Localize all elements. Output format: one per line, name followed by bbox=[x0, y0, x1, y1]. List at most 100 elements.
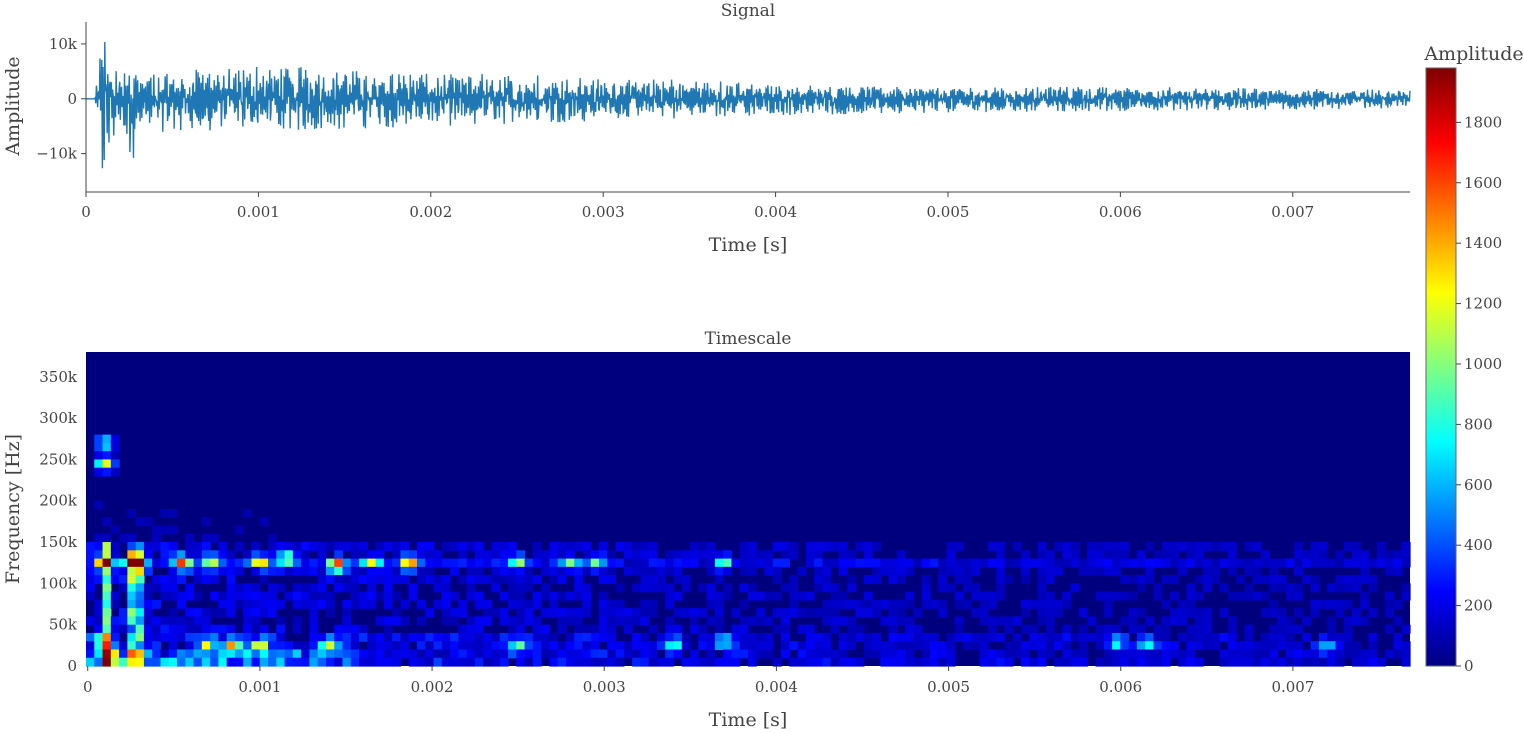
signal-y-tick-label: 0 bbox=[67, 90, 77, 108]
heatmap-cell bbox=[251, 583, 261, 593]
heatmap-cell bbox=[872, 566, 882, 576]
heatmap-cell bbox=[1343, 542, 1353, 551]
heatmap-cell bbox=[392, 558, 402, 568]
timescale-x-tick-label: 0.004 bbox=[755, 678, 798, 696]
heatmap-cell bbox=[599, 608, 608, 618]
heatmap-cell bbox=[764, 550, 774, 560]
heatmap-cell bbox=[739, 641, 749, 651]
heatmap-cell bbox=[516, 649, 526, 659]
heatmap-cell bbox=[301, 542, 311, 551]
heatmap-cell bbox=[218, 608, 228, 618]
heatmap-cell bbox=[102, 624, 112, 634]
heatmap-cell bbox=[1145, 632, 1155, 642]
heatmap-cell bbox=[243, 608, 253, 618]
heatmap-cell bbox=[896, 641, 906, 651]
heatmap-cell bbox=[532, 591, 542, 601]
heatmap-cell bbox=[1252, 566, 1262, 576]
heatmap-cell bbox=[450, 542, 459, 551]
heatmap-cell bbox=[325, 575, 335, 584]
heatmap-cell bbox=[797, 641, 807, 651]
heatmap-cell bbox=[350, 550, 360, 560]
heatmap-cell bbox=[450, 558, 459, 568]
heatmap-cell bbox=[847, 624, 857, 634]
heatmap-cell bbox=[152, 558, 162, 568]
heatmap-cell bbox=[706, 566, 716, 576]
heatmap-cell bbox=[1145, 558, 1155, 568]
heatmap-cell bbox=[1004, 657, 1014, 667]
heatmap-cell bbox=[524, 616, 534, 626]
heatmap-cell bbox=[946, 542, 956, 551]
heatmap-cell bbox=[855, 632, 865, 642]
heatmap-cell bbox=[1360, 575, 1370, 584]
heatmap-cell bbox=[193, 542, 203, 551]
heatmap-cell bbox=[756, 649, 766, 659]
heatmap-cell bbox=[963, 632, 973, 642]
heatmap-cell bbox=[226, 641, 236, 651]
heatmap-cell bbox=[656, 632, 666, 642]
heatmap-cell bbox=[342, 641, 352, 651]
heatmap-cell bbox=[1186, 657, 1196, 667]
heatmap-cell bbox=[268, 641, 277, 651]
heatmap-cell bbox=[152, 641, 162, 651]
heatmap-cell bbox=[665, 558, 675, 568]
colorbar-tick-label: 600 bbox=[1464, 476, 1493, 494]
heatmap-cell bbox=[375, 542, 385, 551]
heatmap-cell bbox=[1161, 599, 1171, 609]
heatmap-cell bbox=[135, 616, 145, 626]
heatmap-cell bbox=[1401, 550, 1411, 560]
heatmap-cell bbox=[268, 558, 277, 568]
heatmap-cell bbox=[764, 649, 774, 659]
heatmap-cell bbox=[714, 608, 724, 618]
heatmap-cell bbox=[383, 558, 393, 568]
heatmap-cell bbox=[681, 575, 691, 584]
heatmap-cell bbox=[383, 616, 393, 626]
heatmap-cell bbox=[938, 583, 948, 593]
heatmap-cell bbox=[243, 558, 253, 568]
heatmap-cell bbox=[582, 632, 592, 642]
heatmap-cell bbox=[417, 550, 426, 560]
heatmap-cell bbox=[599, 599, 608, 609]
heatmap-cell bbox=[1079, 566, 1088, 576]
heatmap-cell bbox=[1211, 641, 1221, 651]
heatmap-cell bbox=[839, 632, 848, 642]
heatmap-cell bbox=[1227, 632, 1237, 642]
heatmap-cell bbox=[1103, 558, 1113, 568]
heatmap-cell bbox=[1012, 649, 1022, 659]
heatmap-cell bbox=[466, 542, 476, 551]
heatmap-cell bbox=[1352, 608, 1361, 618]
heatmap-cell bbox=[1294, 558, 1304, 568]
heatmap-cell bbox=[1360, 616, 1370, 626]
heatmap-cell bbox=[946, 550, 956, 560]
heatmap-cell bbox=[1054, 657, 1064, 667]
heatmap-cell bbox=[946, 632, 956, 642]
heatmap-cell bbox=[276, 558, 286, 568]
heatmap-cell bbox=[234, 657, 244, 667]
heatmap-cell bbox=[665, 550, 675, 560]
heatmap-cell bbox=[110, 467, 120, 477]
heatmap-cell bbox=[607, 641, 617, 651]
heatmap-cell bbox=[268, 599, 277, 609]
heatmap-cell bbox=[1021, 566, 1030, 576]
heatmap-cell bbox=[781, 542, 790, 551]
heatmap-cell bbox=[450, 641, 459, 651]
heatmap-cell bbox=[1244, 641, 1254, 651]
heatmap-cell bbox=[334, 558, 344, 568]
heatmap-cell bbox=[1079, 649, 1088, 659]
heatmap-cell bbox=[930, 599, 939, 609]
heatmap-cell bbox=[640, 657, 650, 667]
heatmap-cell bbox=[383, 583, 393, 593]
heatmap-cell bbox=[1062, 550, 1072, 560]
heatmap-cell bbox=[152, 533, 162, 543]
heatmap-cell bbox=[847, 583, 857, 593]
heatmap-cell bbox=[110, 616, 120, 626]
heatmap-cell bbox=[805, 624, 815, 634]
heatmap-cell bbox=[632, 608, 642, 618]
heatmap-cell bbox=[1318, 599, 1328, 609]
heatmap-cell bbox=[632, 583, 642, 593]
heatmap-cell bbox=[1021, 599, 1030, 609]
heatmap-cell bbox=[797, 608, 807, 618]
timescale-y-tick-label: 100k bbox=[39, 574, 78, 592]
heatmap-cell bbox=[640, 599, 650, 609]
heatmap-cell bbox=[458, 558, 468, 568]
heatmap-cell bbox=[1227, 649, 1237, 659]
